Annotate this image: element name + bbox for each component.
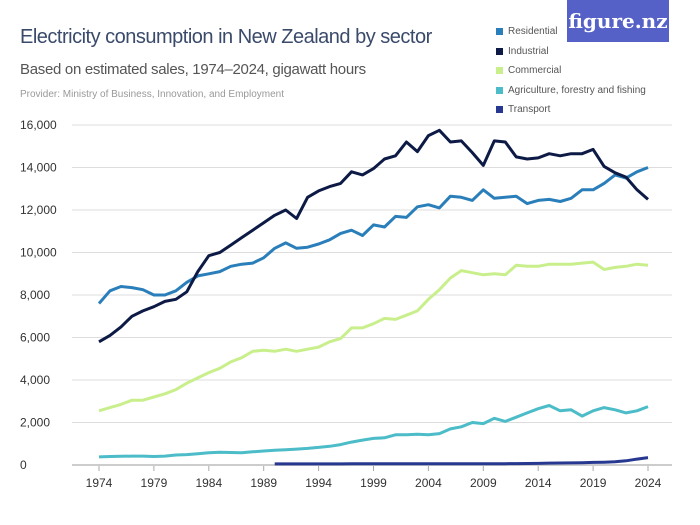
series-line-residential	[97, 166, 649, 305]
x-tick-label: 1994	[305, 476, 332, 490]
legend-label: Transport	[508, 104, 551, 116]
legend-item: Agriculture, forestry and fishing	[496, 81, 646, 101]
legend-swatch	[496, 86, 503, 94]
legend-label: Commercial	[508, 65, 562, 77]
provider-text: Provider: Ministry of Business, Innovati…	[20, 89, 285, 100]
y-tick-label: 14,000	[20, 161, 57, 175]
x-tick-label: 2004	[415, 476, 442, 490]
x-tick-label: 2014	[525, 476, 552, 490]
x-tick-label: 1984	[195, 476, 222, 490]
y-tick-label: 4,000	[20, 373, 50, 387]
chart-subtitle: Based on estimated sales, 1974–2024, gig…	[20, 61, 366, 78]
x-tick-label: 1989	[250, 476, 277, 490]
x-tick-label: 1979	[141, 476, 168, 490]
series-line-commercial	[98, 260, 649, 413]
legend-label: Agriculture, forestry and fishing	[508, 84, 646, 96]
legend-label: Residential	[508, 26, 558, 38]
x-tick-label: 2009	[470, 476, 497, 490]
legend-swatch	[496, 106, 503, 114]
y-tick-label: 0	[20, 458, 27, 472]
y-tick-label: 10,000	[20, 246, 57, 260]
legend: Residential Industrial Commercial Agricultu…	[496, 22, 646, 120]
series-line-agriculture-forestry-and-fishing	[98, 404, 649, 459]
series-line-industrial	[98, 128, 649, 344]
x-tick-label: 1999	[360, 476, 387, 490]
legend-item: Transport	[496, 100, 646, 120]
x-tick-label: 2019	[580, 476, 607, 490]
legend-item: Industrial	[496, 42, 646, 62]
y-tick-label: 8,000	[20, 288, 50, 302]
legend-label: Industrial	[508, 45, 549, 57]
legend-swatch	[496, 67, 503, 75]
chart-title: Electricity consumption in New Zealand b…	[20, 26, 432, 48]
x-tick-label: 1974	[86, 476, 113, 490]
figure-nz-logo[interactable]: figure.nz	[567, 0, 669, 42]
y-tick-label: 12,000	[20, 203, 57, 217]
legend-item: Commercial	[496, 61, 646, 81]
x-tick-label: 2024	[635, 476, 662, 490]
legend-swatch	[496, 28, 503, 36]
y-tick-label: 6,000	[20, 331, 50, 345]
y-tick-label: 2,000	[20, 416, 50, 430]
legend-item: Residential	[496, 22, 646, 42]
series-line-transport	[274, 456, 649, 466]
y-tick-label: 16,000	[20, 118, 57, 132]
legend-swatch	[496, 47, 503, 55]
